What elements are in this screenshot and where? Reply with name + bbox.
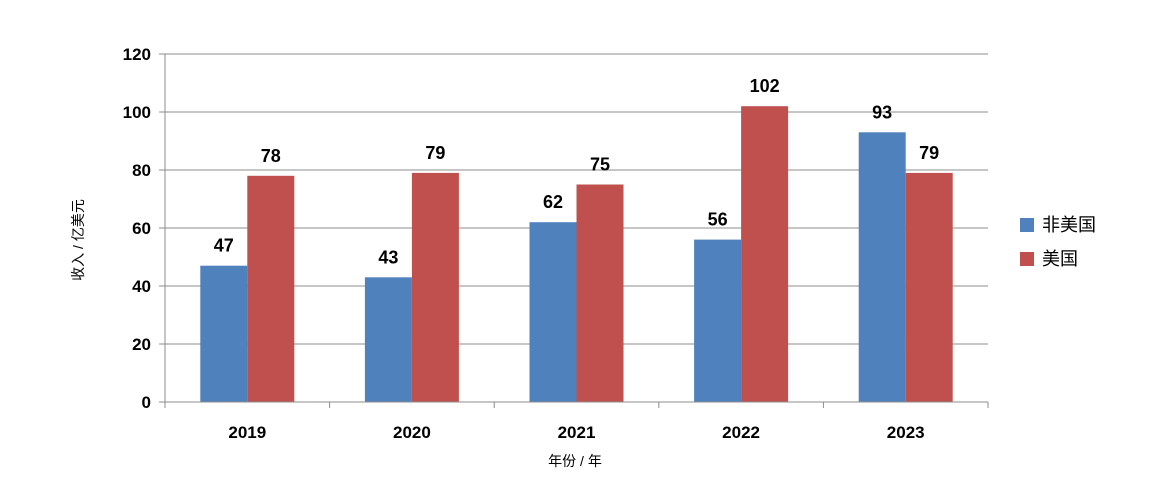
legend-swatch <box>1020 252 1034 266</box>
y-tick-label: 60 <box>132 219 151 238</box>
x-tick-label: 2019 <box>228 423 266 442</box>
data-label: 47 <box>214 236 234 256</box>
x-tick-label: 2021 <box>558 423 596 442</box>
legend-label: 非美国 <box>1042 215 1096 235</box>
data-label: 56 <box>708 210 728 230</box>
bar-美国-2022 <box>741 106 789 402</box>
data-label: 79 <box>919 143 939 163</box>
data-label: 78 <box>261 146 281 166</box>
bar-美国-2020 <box>411 172 459 402</box>
bar-非美国-2021 <box>529 222 577 402</box>
bar-非美国-2019 <box>200 265 248 402</box>
data-label: 62 <box>543 192 563 212</box>
legend-swatch <box>1020 218 1034 232</box>
bar-非美国-2023 <box>858 132 906 403</box>
y-axis-title: 收入 / 亿美元 <box>70 199 86 281</box>
x-axis-title: 年份 / 年 <box>548 453 602 469</box>
data-label: 102 <box>750 76 780 96</box>
legend-label: 美国 <box>1042 249 1078 269</box>
bars <box>200 106 953 403</box>
x-tick-label: 2020 <box>393 423 431 442</box>
y-tick-label: 100 <box>123 103 151 122</box>
y-tick-label: 20 <box>132 335 151 354</box>
y-tick-label: 0 <box>142 393 151 412</box>
y-tick-label: 120 <box>123 45 151 64</box>
x-tick-label: 2023 <box>887 423 925 442</box>
data-label: 79 <box>425 143 445 163</box>
y-tick-label: 80 <box>132 161 151 180</box>
data-label: 75 <box>590 155 610 175</box>
x-tick-label: 2022 <box>722 423 760 442</box>
y-tick-label: 40 <box>132 277 151 296</box>
bar-美国-2023 <box>905 172 953 402</box>
bar-非美国-2022 <box>694 239 742 402</box>
data-label: 93 <box>872 102 892 122</box>
data-labels: 47 78 43 79 62 75 56 102 93 79 <box>214 76 939 267</box>
bar-美国-2021 <box>576 184 624 402</box>
bar-非美国-2020 <box>364 277 412 402</box>
bar-美国-2019 <box>247 175 295 402</box>
data-label: 43 <box>378 247 398 267</box>
axes: 0 20 40 60 80 100 120 2019 2020 2021 2022 2023 <box>123 45 989 442</box>
